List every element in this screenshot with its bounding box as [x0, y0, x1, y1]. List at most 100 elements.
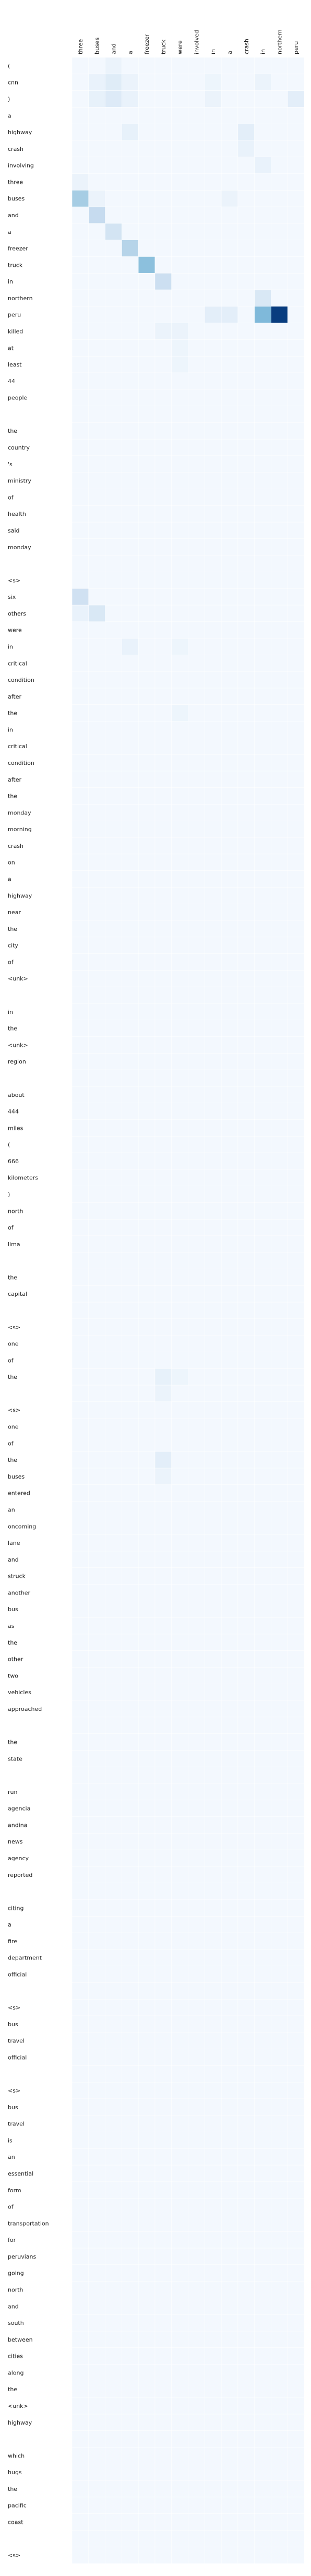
heatmap-cell: [171, 1966, 189, 1983]
heatmap-cell: [105, 2463, 122, 2481]
heatmap-cell: [71, 2198, 89, 2216]
heatmap-cell: [204, 1501, 222, 1518]
heatmap-cell: [254, 2381, 272, 2398]
heatmap-cell: [271, 1468, 288, 1485]
heatmap-cell: [71, 1202, 89, 1220]
heatmap-cell: [171, 2181, 189, 2199]
heatmap-cell: [88, 323, 106, 340]
y-tick-label: 444: [8, 1108, 19, 1115]
heatmap-cell: [188, 2148, 205, 2166]
heatmap-cell: [254, 605, 272, 622]
heatmap-cell: [287, 190, 305, 207]
heatmap-cell: [188, 1252, 205, 1270]
heatmap-cell: [71, 655, 89, 672]
heatmap-cell: [254, 1750, 272, 1767]
heatmap-cell: [71, 2281, 89, 2298]
heatmap-cell: [105, 157, 122, 174]
heatmap-cell: [88, 1982, 106, 2000]
heatmap-cell: [122, 2215, 139, 2232]
heatmap-cell: [188, 206, 205, 224]
x-tick-label: in: [210, 49, 217, 54]
heatmap-cell: [254, 1584, 272, 1601]
heatmap-cell: [237, 406, 255, 423]
heatmap-cell: [237, 2513, 255, 2531]
heatmap-cell: [154, 1036, 172, 1054]
heatmap-cell: [138, 2115, 156, 2133]
heatmap-cell: [237, 2430, 255, 2448]
heatmap-cell: [188, 1385, 205, 1402]
heatmap-cell: [237, 1567, 255, 1585]
heatmap-cell: [204, 1385, 222, 1402]
heatmap-cell: [71, 173, 89, 191]
heatmap-cell: [287, 2082, 305, 2099]
heatmap-cell: [105, 2497, 122, 2514]
heatmap-cell: [122, 173, 139, 191]
heatmap-cell: [105, 57, 122, 75]
heatmap-cell: [237, 953, 255, 971]
heatmap-cell: [122, 306, 139, 324]
heatmap-cell: [221, 1733, 238, 1751]
heatmap-cell: [122, 887, 139, 904]
heatmap-cell: [254, 2298, 272, 2315]
heatmap-cell: [287, 306, 305, 324]
heatmap-cell: [154, 605, 172, 622]
heatmap-cell: [138, 1534, 156, 1552]
heatmap-cell: [122, 1650, 139, 1668]
heatmap-cell: [287, 1999, 305, 2016]
y-tick-label: <unk>: [8, 975, 28, 982]
heatmap-cell: [287, 1202, 305, 1220]
heatmap-cell: [271, 771, 288, 788]
heatmap-cell: [254, 2198, 272, 2216]
heatmap-cell: [271, 1833, 288, 1850]
heatmap-cell: [88, 1401, 106, 1419]
heatmap-cell: [122, 1849, 139, 1867]
heatmap-cell: [154, 1451, 172, 1469]
heatmap-cell: [221, 489, 238, 506]
heatmap-cell: [105, 1849, 122, 1867]
y-tick-label: department: [8, 1955, 42, 1961]
y-axis-tick-labels: (cnn)ahighwaycrashinvolvingthreebusesand…: [8, 63, 49, 2559]
heatmap-cell: [122, 256, 139, 274]
heatmap-cell: [237, 1053, 255, 1070]
heatmap-cell: [88, 107, 106, 124]
heatmap-cell: [271, 1152, 288, 1170]
y-tick-label: city: [8, 942, 18, 949]
heatmap-cell: [88, 173, 106, 191]
heatmap-cell: [271, 555, 288, 573]
heatmap-cell: [138, 472, 156, 490]
heatmap-cell: [287, 538, 305, 556]
heatmap-cell: [287, 2347, 305, 2365]
heatmap-cell: [154, 1816, 172, 1834]
heatmap-cell: [188, 2463, 205, 2481]
heatmap-cell: [287, 1816, 305, 1834]
y-tick-label: reported: [8, 1872, 32, 1878]
heatmap-cell: [221, 1418, 238, 1436]
heatmap-cell: [105, 2231, 122, 2249]
heatmap-cell: [105, 1152, 122, 1170]
heatmap-cell: [88, 1883, 106, 1900]
heatmap-cell: [271, 505, 288, 523]
heatmap-cell: [171, 1235, 189, 1253]
heatmap-cell: [287, 771, 305, 788]
heatmap-cell: [138, 538, 156, 556]
heatmap-cell: [88, 356, 106, 373]
heatmap-cell: [88, 240, 106, 257]
heatmap-cell: [171, 671, 189, 689]
heatmap-cell: [237, 2414, 255, 2431]
y-tick-label: people: [8, 395, 28, 401]
heatmap-cell: [237, 289, 255, 307]
heatmap-cell: [171, 1833, 189, 1850]
heatmap-cell: [204, 1518, 222, 1535]
heatmap-cell: [204, 2264, 222, 2282]
heatmap-cell: [254, 2513, 272, 2531]
heatmap-cell: [105, 90, 122, 108]
heatmap-cell: [188, 2248, 205, 2265]
heatmap-cell: [138, 339, 156, 357]
heatmap-cell: [71, 1518, 89, 1535]
heatmap-cell: [71, 2098, 89, 2116]
heatmap-cell: [71, 372, 89, 390]
heatmap-cell: [221, 2248, 238, 2265]
y-tick-label: about: [8, 1092, 25, 1098]
heatmap-cell: [221, 903, 238, 921]
heatmap-cell: [287, 2430, 305, 2448]
